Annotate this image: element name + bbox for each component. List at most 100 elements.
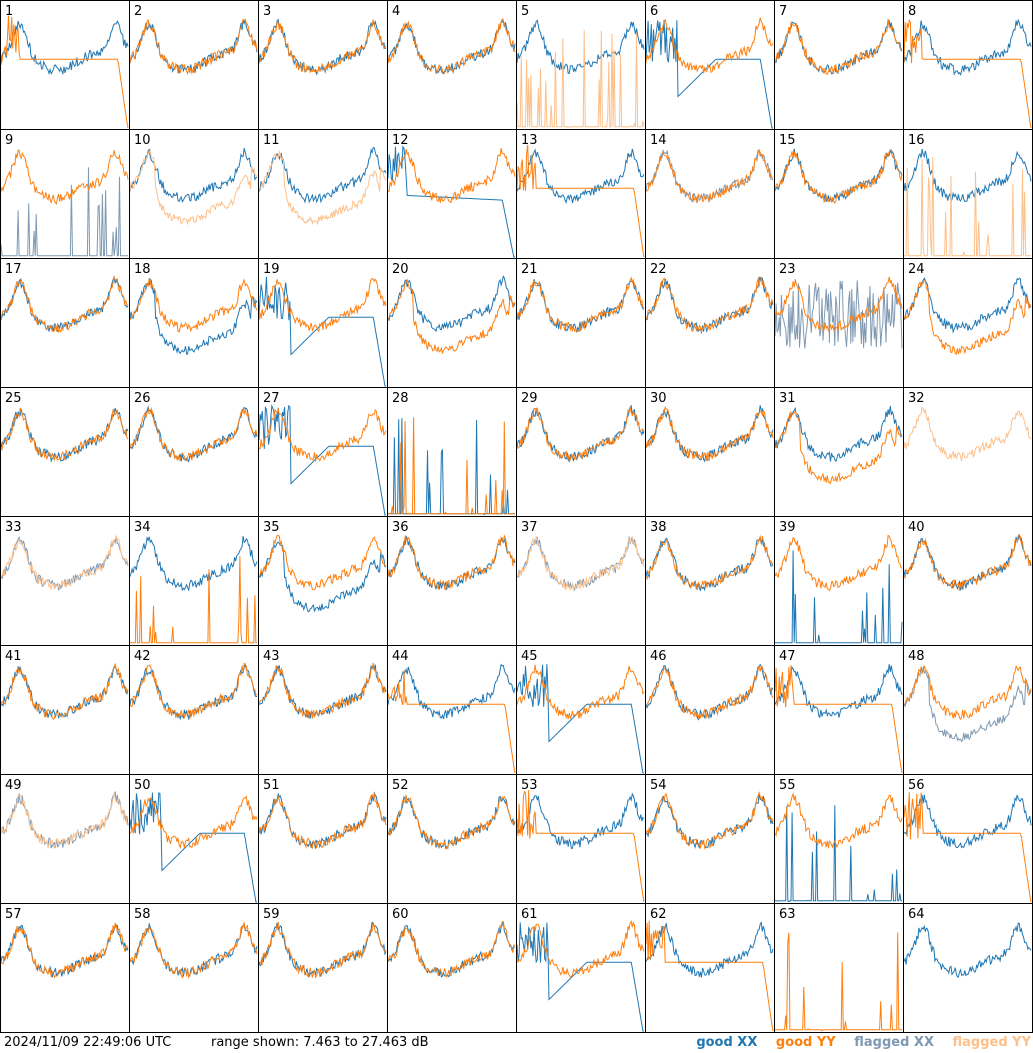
panel-1: 1 <box>0 0 130 130</box>
panel-50-label: 50 <box>134 778 151 793</box>
panel-5: 5 <box>516 0 646 130</box>
panel-26-frame <box>129 387 259 517</box>
panel-31-frame <box>774 387 904 517</box>
panel-46: 46 <box>645 645 775 775</box>
panel-4-label: 4 <box>392 4 400 19</box>
panel-10: 10 <box>129 129 259 259</box>
panel-51-yy-line <box>258 793 387 850</box>
footer: 2024/11/09 22:49:06 UTC range shown: 7.4… <box>0 1033 1033 1053</box>
panel-32-label: 32 <box>908 391 925 406</box>
panel-34-label: 34 <box>134 520 151 535</box>
panel-47-frame <box>774 645 904 775</box>
panel-34: 34 <box>129 516 259 646</box>
panel-38-label: 38 <box>650 520 667 535</box>
panel-7-yy-line <box>774 19 903 75</box>
panel-58: 58 <box>129 903 259 1033</box>
panel-17-xx-line <box>0 275 129 332</box>
panel-2-xx-line <box>129 19 258 74</box>
panel-25-xx-line <box>0 407 129 463</box>
panel-57-yy-line <box>0 922 129 979</box>
panel-12: 12 <box>387 129 517 259</box>
panel-38-xx-line <box>645 537 774 592</box>
panel-27-yy-line <box>258 407 387 462</box>
panel-39-yy-line <box>774 534 903 592</box>
timestamp: 2024/11/09 22:49:06 UTC <box>4 1035 172 1050</box>
panel-3: 3 <box>258 0 388 130</box>
panel-9-frame <box>0 129 130 259</box>
panel-22: 22 <box>645 258 775 388</box>
panel-21-xx-line <box>516 279 645 333</box>
panel-29-frame <box>516 387 646 517</box>
panel-13: 13 <box>516 129 646 259</box>
panel-23-xx-line <box>774 280 903 349</box>
panel-57: 57 <box>0 903 130 1033</box>
panel-36-xx-line <box>387 534 516 590</box>
panel-63-frame <box>774 903 904 1033</box>
panel-60: 60 <box>387 903 517 1033</box>
panel-2-yy-line <box>129 18 258 76</box>
panel-44-yy-line <box>387 670 516 774</box>
panel-18-label: 18 <box>134 262 151 277</box>
panel-53-xx-line <box>516 792 645 849</box>
panel-61-xx-line <box>516 922 645 1032</box>
panel-11-label: 11 <box>263 133 280 148</box>
panel-2: 2 <box>129 0 259 130</box>
panel-64-label: 64 <box>908 907 925 922</box>
panel-15-label: 15 <box>779 133 796 148</box>
legend-flagged-xx: flagged XX <box>854 1035 934 1050</box>
panel-11: 11 <box>258 129 388 259</box>
panel-38-frame <box>645 516 775 646</box>
panel-55-xx-line <box>775 805 902 903</box>
panel-14-yy-line <box>645 148 774 204</box>
panel-48-frame <box>903 645 1033 775</box>
panel-8-frame <box>903 0 1033 130</box>
panel-7: 7 <box>774 0 904 130</box>
panel-39-label: 39 <box>779 520 796 535</box>
panel-33-yy-line <box>0 534 129 590</box>
panel-32: 32 <box>903 387 1033 517</box>
panel-25-frame <box>0 387 130 517</box>
panel-8: 8 <box>903 0 1033 130</box>
panel-62-yy-line <box>645 920 774 1032</box>
panel-30-xx-line <box>645 405 774 463</box>
panel-45-xx-line <box>516 664 645 774</box>
panel-57-label: 57 <box>5 907 22 922</box>
panel-40-label: 40 <box>908 520 925 535</box>
panel-28: 28 <box>387 387 517 517</box>
panel-49: 49 <box>0 774 130 904</box>
panel-28-xx-line <box>388 418 515 516</box>
panel-19-yy-line <box>258 278 387 333</box>
panel-33-label: 33 <box>5 520 22 535</box>
panel-26-xx-line <box>129 405 258 463</box>
panel-43-yy-line <box>258 662 387 719</box>
panel-47-xx-line <box>774 664 903 719</box>
panel-64: 64 <box>903 903 1033 1033</box>
panel-5-frame <box>516 0 646 130</box>
panel-17-yy-line <box>0 274 129 334</box>
legend-flagged-yy: flagged YY <box>952 1035 1032 1050</box>
panel-37-yy-line <box>516 535 645 592</box>
panel-63: 63 <box>774 903 904 1033</box>
panel-41-frame <box>0 645 130 775</box>
panel-13-xx-line <box>516 148 645 205</box>
panel-44: 44 <box>387 645 517 775</box>
panel-22-label: 22 <box>650 262 667 277</box>
panel-46-yy-line <box>646 665 774 719</box>
panel-22-yy-line <box>645 276 774 333</box>
panel-26-yy-line <box>129 406 258 462</box>
panel-37-label: 37 <box>521 520 538 535</box>
panel-27-label: 27 <box>263 391 280 406</box>
panel-51-label: 51 <box>263 778 280 793</box>
panel-60-label: 60 <box>392 907 409 922</box>
panel-45: 45 <box>516 645 646 775</box>
panel-15-yy-line <box>774 148 903 204</box>
panel-10-xx-line <box>129 147 258 203</box>
panel-2-frame <box>129 0 259 130</box>
panel-5-xx-line <box>516 19 645 75</box>
panel-11-yy-line <box>258 149 387 226</box>
panel-58-frame <box>129 903 259 1033</box>
panel-27-xx-line <box>258 404 387 516</box>
panel-25: 25 <box>0 387 130 517</box>
panel-2-label: 2 <box>134 4 142 19</box>
